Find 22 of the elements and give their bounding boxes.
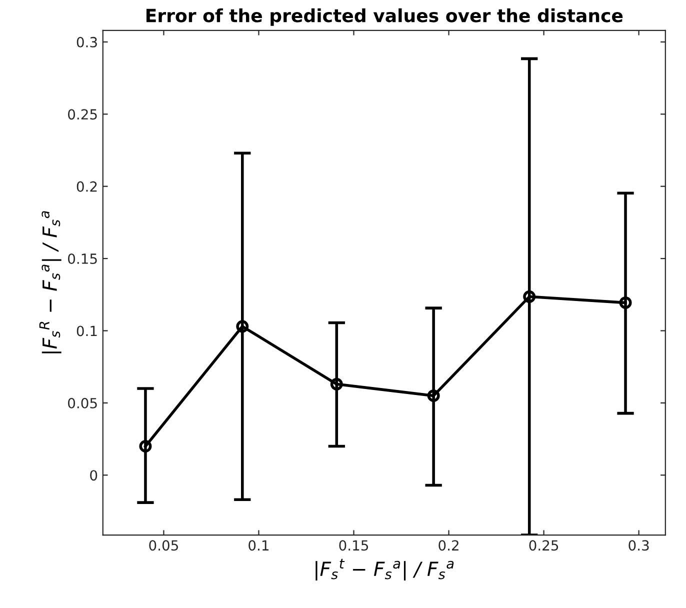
y-tick-label: 0.1 (76, 326, 97, 336)
y-tick-label: 0.05 (68, 398, 97, 408)
point (139, 440, 152, 452)
chart-title: Error of the predicted values over the distance (146, 8, 623, 26)
y-tick-label: 0.3 (76, 36, 97, 48)
y-tick-label: 0.15 (68, 254, 97, 264)
point (523, 290, 536, 303)
x-tick-label: 0.15 (339, 540, 368, 551)
x-tick-label: 0.3 (628, 540, 649, 551)
point (330, 378, 343, 390)
x-tick-label: 0.2 (438, 540, 458, 551)
y-tick-label: 0.2 (76, 181, 97, 192)
text: |F$_{s}$$^{t}$ − F$_{s}$$^{a}$| / F$_{s}$$^{a}$ (316, 558, 454, 580)
y-tick-label: 0 (90, 470, 98, 481)
y-tick-label: 0.25 (68, 109, 97, 120)
point (427, 389, 440, 402)
x-tick-label: 0.25 (529, 540, 558, 551)
point (619, 296, 632, 309)
point (236, 320, 249, 333)
x-tick-label: 0.05 (149, 540, 178, 551)
x-tick-label: 0.1 (248, 540, 268, 551)
text: |F$_{s}$$^{R}$ − F$_{s}$$^{a}$| / F$_{s}$$^{a}$ (39, 211, 62, 354)
